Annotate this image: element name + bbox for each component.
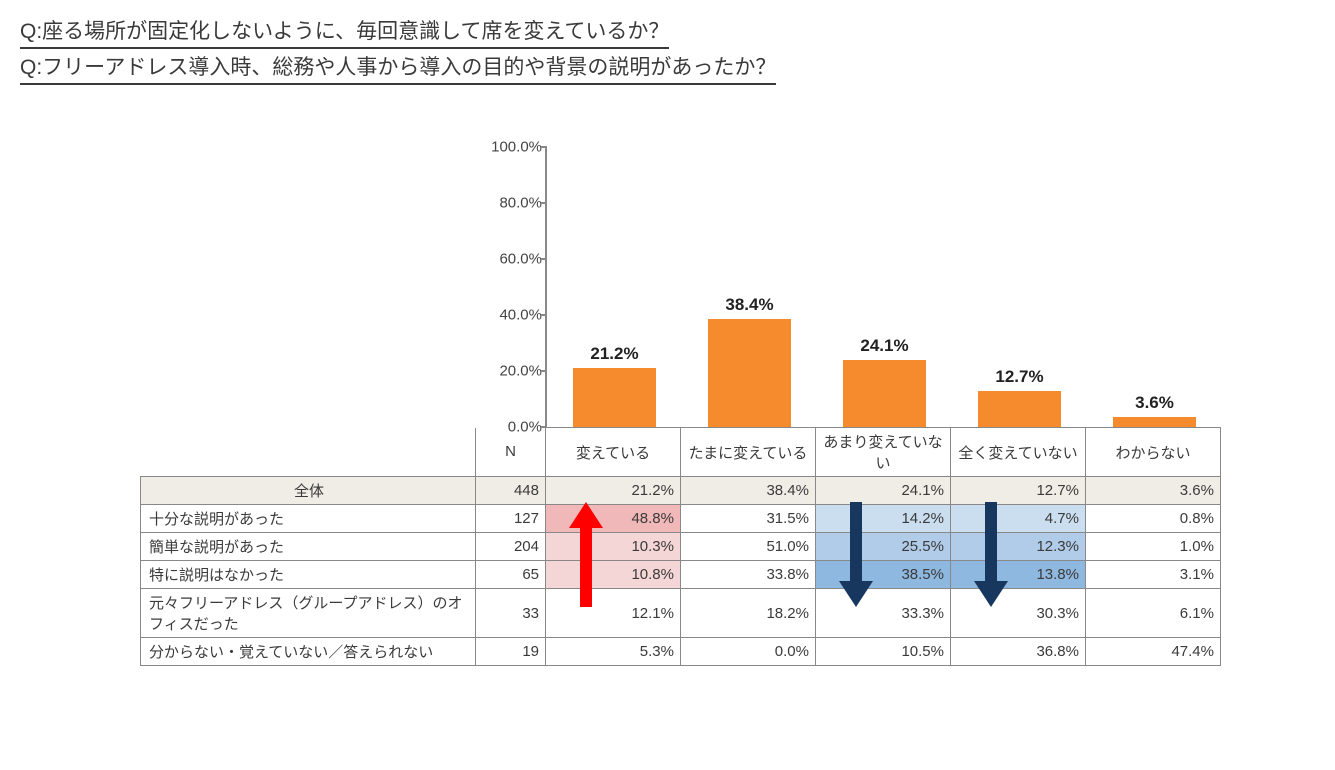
data-cell: 33.3% xyxy=(816,589,951,638)
data-cell: 48.8% xyxy=(546,505,681,533)
question-block: Q:座る場所が固定化しないように、毎回意識して席を変えているか？ Q:フリーアド… xyxy=(20,15,1315,87)
data-cell: 0.8% xyxy=(1086,505,1221,533)
bar xyxy=(1113,417,1197,427)
column-header: あまり変えていない xyxy=(816,428,951,477)
row-label: 簡単な説明があった xyxy=(141,533,476,561)
bar xyxy=(573,368,657,427)
table-row: 分からない・覚えていない／答えられない195.3%0.0%10.5%36.8%4… xyxy=(141,638,1221,666)
bar-value-label: 24.1% xyxy=(817,336,952,360)
data-cell: 4.7% xyxy=(951,505,1086,533)
data-cell: 10.8% xyxy=(546,561,681,589)
column-header: わからない xyxy=(1086,428,1221,477)
data-cell: 12.7% xyxy=(951,477,1086,505)
bar-cell: 12.7% xyxy=(952,147,1087,427)
row-N: 448 xyxy=(476,477,546,505)
data-cell: 36.8% xyxy=(951,638,1086,666)
bar xyxy=(978,391,1062,427)
column-header: 変えている xyxy=(546,428,681,477)
bar-cell: 21.2% xyxy=(547,147,682,427)
row-N: 65 xyxy=(476,561,546,589)
row-label: 全体 xyxy=(141,477,476,505)
bar-value-label: 12.7% xyxy=(952,367,1087,391)
data-cell: 47.4% xyxy=(1086,638,1221,666)
row-label: 特に説明はなかった xyxy=(141,561,476,589)
data-cell: 10.5% xyxy=(816,638,951,666)
bar-cell: 38.4% xyxy=(682,147,817,427)
data-cell: 31.5% xyxy=(681,505,816,533)
data-cell: 1.0% xyxy=(1086,533,1221,561)
table-row: 十分な説明があった12748.8%31.5%14.2%4.7%0.8% xyxy=(141,505,1221,533)
bar-cell: 3.6% xyxy=(1087,147,1222,427)
question-2: Q:フリーアドレス導入時、総務や人事から導入の目的や背景の説明があったか？ xyxy=(20,51,776,85)
bar xyxy=(843,360,927,427)
header-N: N xyxy=(476,428,546,477)
bar-value-label: 3.6% xyxy=(1087,393,1222,417)
data-cell: 6.1% xyxy=(1086,589,1221,638)
crosstab-table: N変えているたまに変えているあまり変えていない全く変えていないわからない全体44… xyxy=(140,427,1315,666)
data-cell: 38.5% xyxy=(816,561,951,589)
data-cell: 14.2% xyxy=(816,505,951,533)
data-cell: 24.1% xyxy=(816,477,951,505)
data-cell: 13.8% xyxy=(951,561,1086,589)
row-label: 元々フリーアドレス（グループアドレス）のオフィスだった xyxy=(141,589,476,638)
chart-and-table: 0.0%20.0%40.0%60.0%80.0%100.0%21.2%38.4%… xyxy=(140,147,1315,666)
table-row: 元々フリーアドレス（グループアドレス）のオフィスだった3312.1%18.2%3… xyxy=(141,589,1221,638)
row-N: 204 xyxy=(476,533,546,561)
data-cell: 5.3% xyxy=(546,638,681,666)
data-cell: 33.8% xyxy=(681,561,816,589)
data-cell: 25.5% xyxy=(816,533,951,561)
table-row: 簡単な説明があった20410.3%51.0%25.5%12.3%1.0% xyxy=(141,533,1221,561)
y-axis-tick: 80.0% xyxy=(472,195,542,212)
bar-chart: 0.0%20.0%40.0%60.0%80.0%100.0%21.2%38.4%… xyxy=(545,147,1315,427)
question-1: Q:座る場所が固定化しないように、毎回意識して席を変えているか？ xyxy=(20,15,669,49)
data-table: N変えているたまに変えているあまり変えていない全く変えていないわからない全体44… xyxy=(140,427,1221,666)
data-cell: 51.0% xyxy=(681,533,816,561)
data-cell: 18.2% xyxy=(681,589,816,638)
column-header: たまに変えている xyxy=(681,428,816,477)
row-N: 19 xyxy=(476,638,546,666)
bar xyxy=(708,319,792,427)
row-N: 127 xyxy=(476,505,546,533)
row-label: 十分な説明があった xyxy=(141,505,476,533)
bar-value-label: 38.4% xyxy=(682,295,817,319)
y-axis-tick: 100.0% xyxy=(472,139,542,156)
data-cell: 0.0% xyxy=(681,638,816,666)
header-blank xyxy=(141,428,476,477)
y-axis-tick: 20.0% xyxy=(472,363,542,380)
data-cell: 12.3% xyxy=(951,533,1086,561)
bar-cell: 24.1% xyxy=(817,147,952,427)
data-cell: 30.3% xyxy=(951,589,1086,638)
data-cell: 38.4% xyxy=(681,477,816,505)
table-row: 全体44821.2%38.4%24.1%12.7%3.6% xyxy=(141,477,1221,505)
row-label: 分からない・覚えていない／答えられない xyxy=(141,638,476,666)
data-cell: 21.2% xyxy=(546,477,681,505)
column-header: 全く変えていない xyxy=(951,428,1086,477)
data-cell: 3.1% xyxy=(1086,561,1221,589)
chart-plot-area: 0.0%20.0%40.0%60.0%80.0%100.0%21.2%38.4%… xyxy=(545,147,1222,427)
table-row: 特に説明はなかった6510.8%33.8%38.5%13.8%3.1% xyxy=(141,561,1221,589)
y-axis-tick: 40.0% xyxy=(472,307,542,324)
data-cell: 3.6% xyxy=(1086,477,1221,505)
row-N: 33 xyxy=(476,589,546,638)
data-cell: 10.3% xyxy=(546,533,681,561)
y-axis-tick: 60.0% xyxy=(472,251,542,268)
bar-value-label: 21.2% xyxy=(547,344,682,368)
data-cell: 12.1% xyxy=(546,589,681,638)
